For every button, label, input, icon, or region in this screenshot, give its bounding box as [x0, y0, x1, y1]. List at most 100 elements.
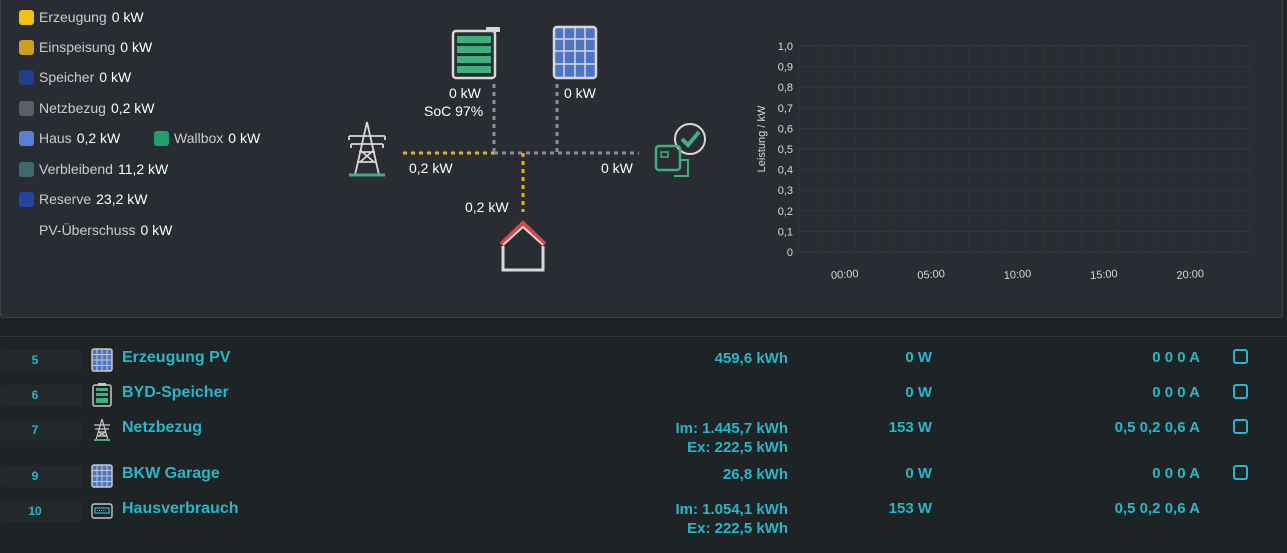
chart-ylabel: Leistung / kW: [756, 105, 768, 172]
legend-value: 0 kW: [228, 130, 261, 146]
legend-value: 0 kW: [140, 222, 173, 238]
pv-power-label: 0 kW: [564, 85, 596, 101]
row-checkbox[interactable]: [1233, 384, 1248, 399]
legend-value: 23,2 kW: [96, 191, 148, 207]
current-value: 0 0 0 A: [1152, 384, 1200, 401]
power-tower-icon: [348, 121, 386, 177]
energy-overview-panel: Erzeugung 0 kW Einspeisung 0 kW Speicher…: [0, 0, 1283, 318]
solar-panel-icon: [91, 464, 113, 488]
chart-ytick-label: 0,9: [778, 62, 793, 74]
legend-label: PV-Überschuss: [39, 222, 136, 238]
legend-value: 0,2 kW: [110, 100, 155, 116]
current-value: 0 0 0 A: [1152, 349, 1200, 366]
legend-swatch: [154, 130, 169, 146]
chart-xtick-label: 15:00: [1090, 268, 1118, 282]
row-checkbox[interactable]: [1233, 349, 1248, 364]
current-value: 0 0 0 A: [1152, 465, 1200, 482]
grid-power-label: 0,2 kW: [409, 160, 453, 176]
chart-ytick-label: 0,2: [778, 206, 793, 218]
device-name-link[interactable]: Erzeugung PV: [122, 349, 231, 366]
legend-label: Erzeugung: [39, 9, 107, 25]
energy-value: 26,8 kWh: [723, 465, 788, 484]
chart-ytick-label: 0,7: [778, 103, 793, 115]
legend-swatch: [19, 161, 34, 177]
legend-swatch: [19, 191, 34, 207]
solar-panel-icon: [91, 348, 113, 372]
battery-storage-icon: [91, 383, 113, 407]
legend-swatch: [19, 100, 34, 116]
legend-item-einspeisung[interactable]: Einspeisung 0 kW: [19, 39, 152, 55]
power-value: 0 W: [905, 349, 932, 366]
energy-value: 459,6 kWh: [715, 349, 788, 368]
power-value: 153 W: [888, 419, 932, 436]
legend-swatch: [19, 9, 34, 25]
battery-power-label: 0 kW: [449, 85, 481, 101]
device-table: 5 Erzeugung PV 459,6 kWh 0 W 0 0 0 A 6 BYD-Spe…: [0, 336, 1287, 553]
energy-flow-diagram: 0 kW SoC 97% 0 kW 0,2 kW 0 kW 0,2 kW: [331, 20, 731, 280]
legend-item-pv-ueberschuss[interactable]: PV-Überschuss 0 kW: [39, 222, 172, 238]
house-icon: [499, 220, 547, 272]
energy-line: Ex: 222,5 kWh: [687, 439, 788, 456]
legend-value: 0 kW: [111, 9, 144, 25]
legend-label: Einspeisung: [39, 39, 116, 55]
legend-swatch: [19, 130, 34, 146]
legend-item-reserve[interactable]: Reserve 23,2 kW: [19, 191, 148, 207]
legend-value: 0 kW: [99, 69, 132, 85]
device-name-link[interactable]: Hausverbrauch: [122, 500, 239, 517]
legend-value: 11,2 kW: [117, 161, 169, 177]
row-index: 6: [0, 385, 82, 406]
row-index: 10: [0, 501, 82, 522]
device-name-link[interactable]: Netzbezug: [122, 419, 202, 436]
legend-item-speicher[interactable]: Speicher 0 kW: [19, 69, 131, 85]
energy-line: Ex: 222,5 kWh: [687, 520, 788, 537]
device-name-link[interactable]: BYD-Speicher: [122, 384, 229, 401]
chart-xtick-label: 00:00: [831, 268, 859, 282]
legend-label: Speicher: [39, 69, 95, 85]
chart-ytick-label: 0,6: [778, 123, 793, 135]
meter-icon: [91, 499, 113, 523]
legend-label: Verbleibend: [39, 161, 113, 177]
legend-label: Wallbox: [174, 130, 224, 146]
legend-label: Netzbezug: [39, 100, 106, 116]
chart-ytick-label: 0,1: [778, 226, 793, 238]
legend-item-haus[interactable]: Haus 0,2 kW: [19, 130, 120, 146]
legend-item-wallbox[interactable]: Wallbox 0 kW: [154, 130, 260, 146]
chart-xtick-label: 20:00: [1176, 268, 1204, 282]
chart-ytick-label: 0,3: [778, 185, 793, 197]
energy-line: Im: 1.054,1 kWh: [675, 501, 788, 518]
legend-label: Haus: [39, 130, 72, 146]
power-chart[interactable]: 1,0 0,9 0,8 0,7 0,6 0,5 0,4 0,3 0,2 0,1 0 00:00 05:0…: [751, 30, 1261, 300]
energy-value: Im: 1.445,7 kWh Ex: 222,5 kWh: [675, 419, 788, 457]
row-index: 9: [0, 466, 82, 487]
legend-value: 0 kW: [120, 39, 153, 55]
legend-swatch: [19, 69, 34, 85]
legend-swatch: [19, 39, 34, 55]
row-index: 7: [0, 420, 82, 441]
energy-value: Im: 1.054,1 kWh Ex: 222,5 kWh: [675, 500, 788, 538]
power-tower-icon: [91, 418, 113, 442]
legend-item-netzbezug[interactable]: Netzbezug 0,2 kW: [19, 100, 155, 116]
legend-item-verbleibend[interactable]: Verbleibend 11,2 kW: [19, 161, 168, 177]
chart-ytick-label: 0,5: [778, 144, 793, 156]
current-value: 0,5 0,2 0,6 A: [1114, 419, 1200, 436]
current-value: 0,5 0,2 0,6 A: [1114, 500, 1200, 517]
chart-xtick-label: 10:00: [1003, 268, 1031, 282]
chart-ytick-label: 0,8: [778, 82, 793, 94]
energy-line: 459,6 kWh: [714, 350, 788, 367]
legend-label: Reserve: [39, 191, 92, 207]
chart-ytick-label: 1,0: [778, 41, 793, 53]
legend-value: 0,2 kW: [76, 130, 121, 146]
legend-item-erzeugung[interactable]: Erzeugung 0 kW: [19, 9, 144, 25]
device-name-link[interactable]: BKW Garage: [122, 465, 220, 482]
house-power-label: 0,2 kW: [465, 199, 509, 215]
power-value: 153 W: [888, 500, 932, 517]
row-checkbox[interactable]: [1233, 419, 1248, 434]
battery-soc-label: SoC 97%: [424, 103, 484, 119]
chart-ytick-label: 0: [787, 247, 793, 259]
battery-icon: [451, 27, 500, 80]
chart-ytick-label: 0,4: [778, 165, 793, 177]
wallbox-power-label: 0 kW: [601, 160, 633, 176]
row-index: 5: [0, 350, 82, 371]
row-checkbox[interactable]: [1233, 465, 1248, 480]
energy-line: Im: 1.445,7 kWh: [675, 420, 788, 437]
